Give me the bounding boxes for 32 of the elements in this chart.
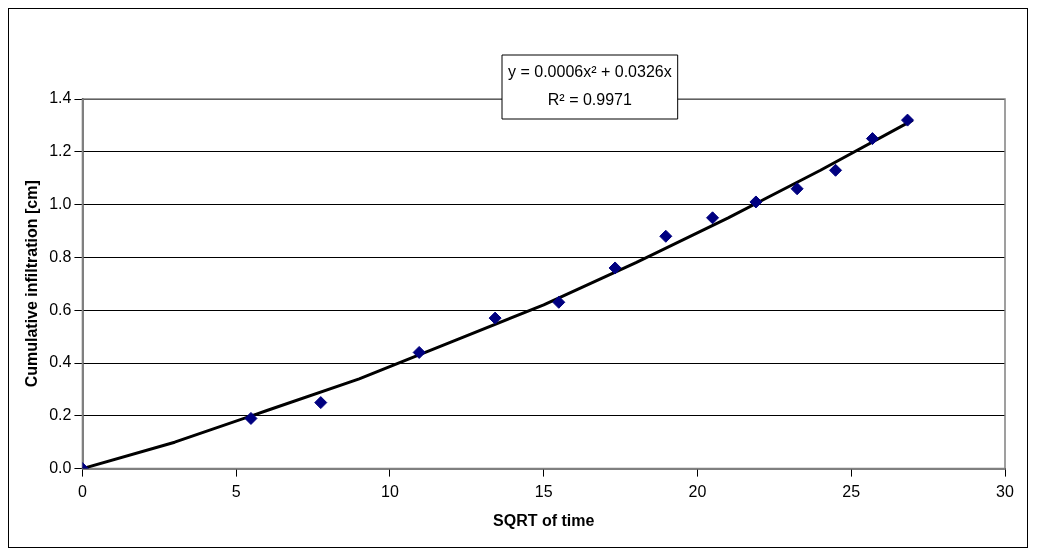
point xyxy=(608,261,622,275)
y-tick-label: 1.0 xyxy=(49,195,72,213)
y-tick-label: 0.0 xyxy=(49,459,72,477)
point xyxy=(552,295,566,309)
point xyxy=(749,195,763,209)
y-tick-label: 0.2 xyxy=(49,406,72,424)
point xyxy=(706,211,720,225)
x-tick-label: 30 xyxy=(996,482,1014,500)
point xyxy=(659,229,673,243)
point xyxy=(244,411,258,425)
y-tick-label: 0.8 xyxy=(49,247,72,265)
x-tick-label: 0 xyxy=(77,482,87,500)
x-tick-label: 10 xyxy=(381,482,399,500)
y-tick-label: 1.4 xyxy=(49,89,72,107)
y-axis-title: Cumulative infiltration [cm] xyxy=(23,180,41,388)
text: y = 0.0006x² + 0.0326x xyxy=(508,63,672,81)
x-axis-title: SQRT of time xyxy=(493,511,595,529)
point xyxy=(314,396,328,410)
x-tick-label: 5 xyxy=(231,482,241,500)
annotation: R² = 0.9971 xyxy=(547,91,632,109)
y-tick-label: 1.2 xyxy=(49,142,72,160)
point xyxy=(829,163,843,177)
point xyxy=(790,182,804,196)
point xyxy=(412,345,426,359)
point xyxy=(488,311,502,325)
y-tick-label: 0.6 xyxy=(49,300,72,318)
x-tick-label: 25 xyxy=(842,482,861,500)
x-tick-label: 15 xyxy=(534,482,553,500)
point xyxy=(865,132,879,146)
point xyxy=(901,113,915,127)
x-tick-label: 20 xyxy=(688,482,707,500)
y-tick-label: 0.4 xyxy=(49,353,72,371)
